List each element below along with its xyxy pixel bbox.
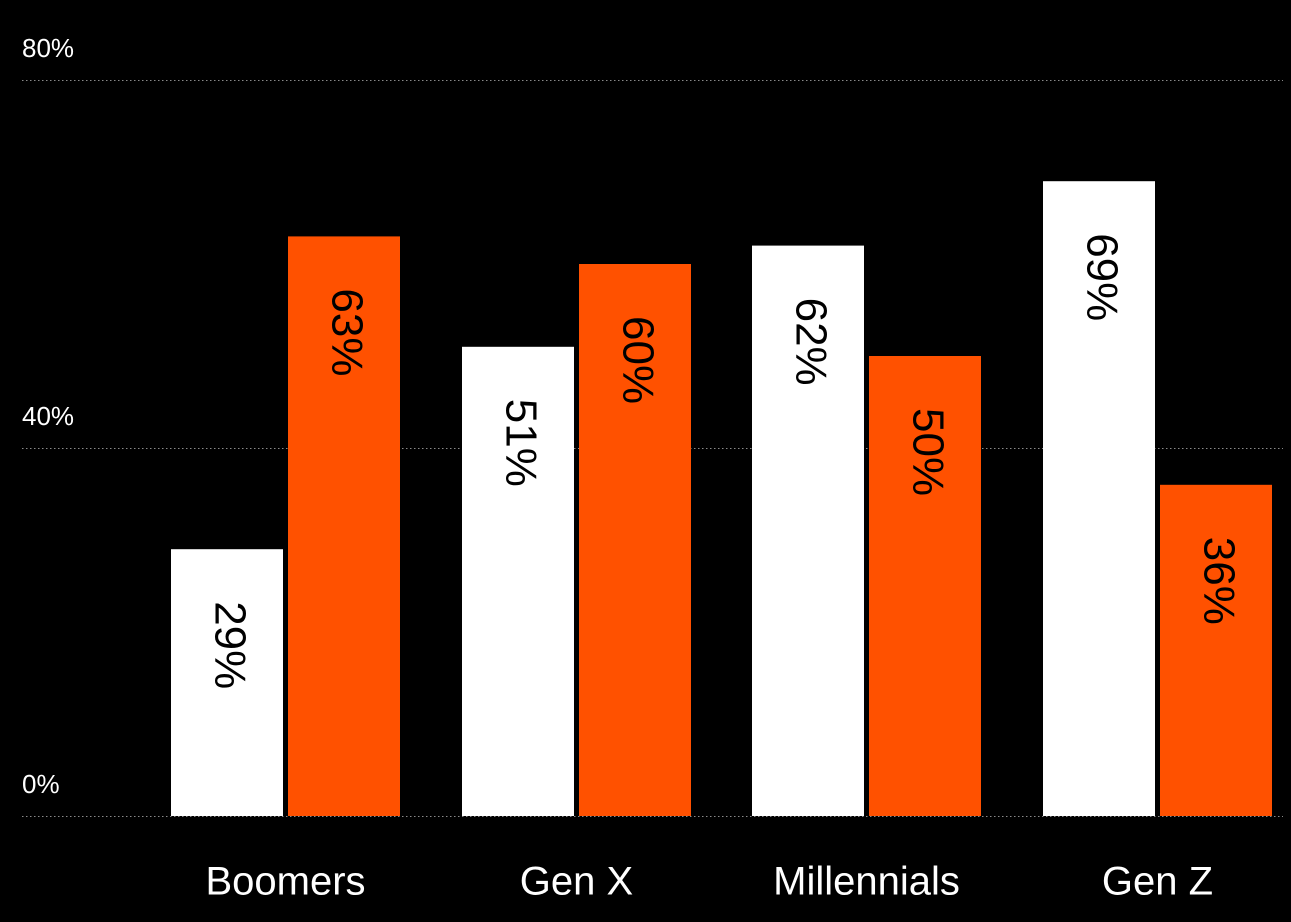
- bar-gen-x-series1: [462, 346, 574, 816]
- y-tick-label: 40%: [22, 401, 74, 431]
- category-label: Boomers: [205, 860, 365, 904]
- bar-millennials-series2: [869, 356, 981, 816]
- bar-millennials-series1: [752, 245, 864, 817]
- data-label: 50%: [903, 408, 952, 496]
- y-tick-label: 0%: [22, 769, 60, 799]
- bar-boomers-series2: [288, 236, 400, 816]
- data-label: 29%: [205, 601, 254, 689]
- data-label: 36%: [1194, 537, 1243, 625]
- data-label: 62%: [786, 298, 835, 386]
- data-label: 60%: [613, 316, 662, 404]
- data-label: 51%: [496, 399, 545, 487]
- data-label: 63%: [322, 288, 371, 376]
- data-label: 69%: [1077, 233, 1126, 321]
- category-label: Gen Z: [1102, 860, 1213, 904]
- bar-gen-z-series1: [1043, 181, 1155, 816]
- y-tick-label: 80%: [22, 33, 74, 63]
- bar-gen-x-series2: [579, 264, 691, 816]
- category-label: Gen X: [520, 860, 633, 904]
- bar-boomers-series1: [171, 549, 283, 816]
- category-label: Millennials: [773, 860, 960, 904]
- bar-gen-z-series2: [1160, 484, 1272, 816]
